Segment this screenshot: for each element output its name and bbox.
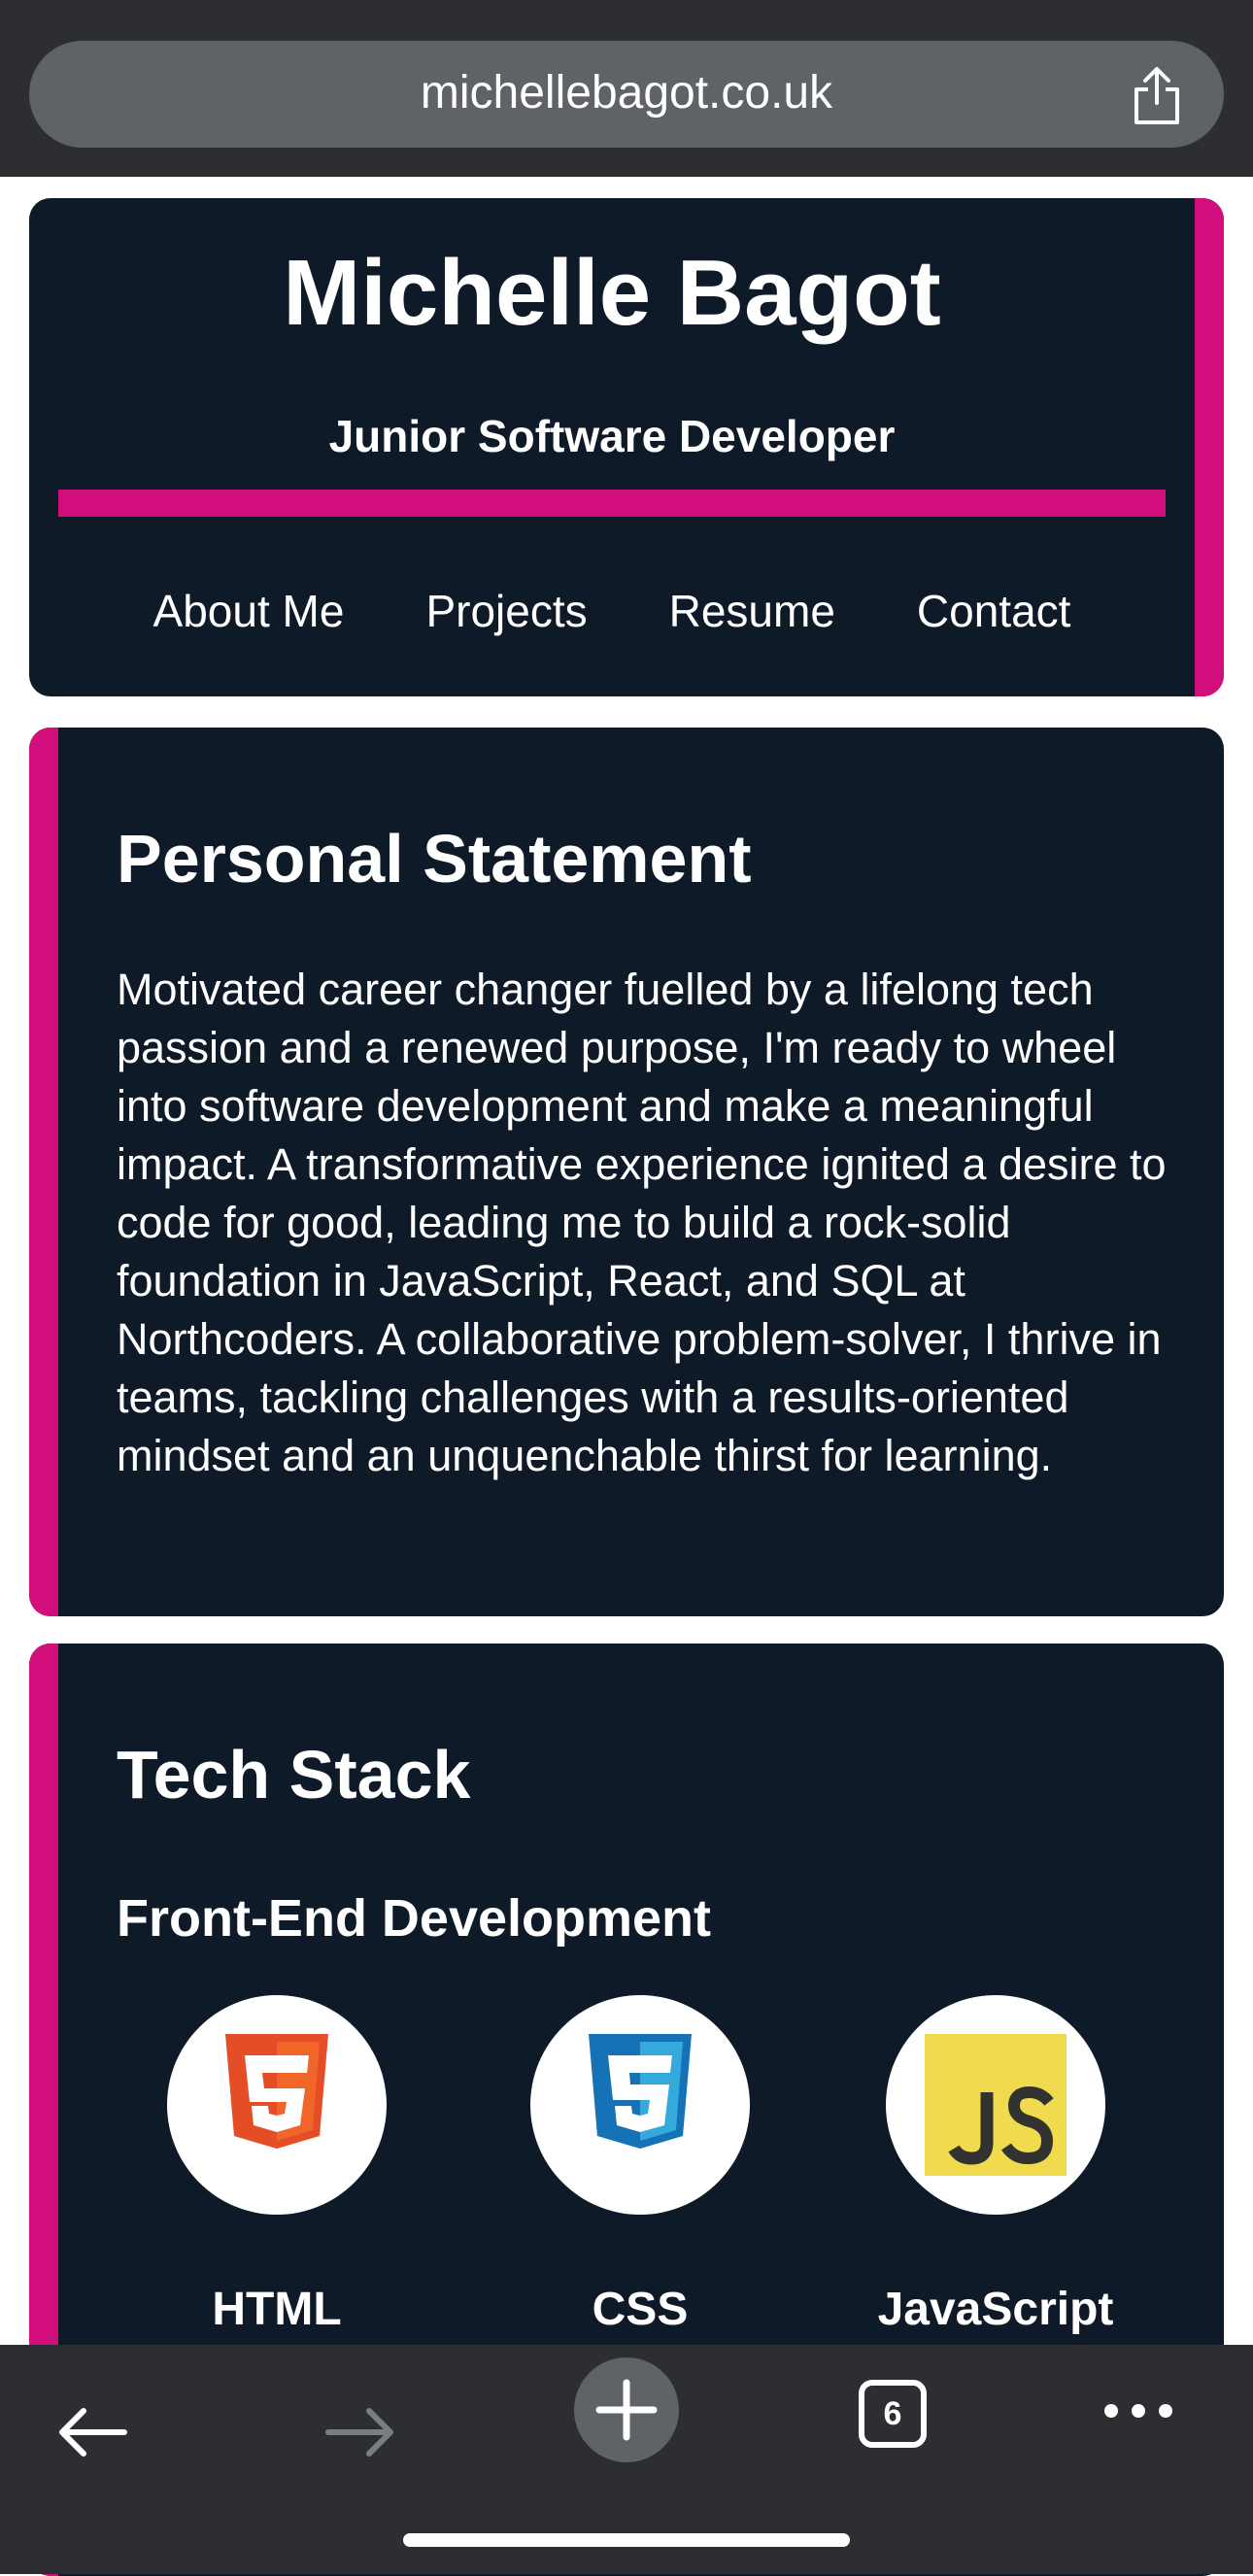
- url-text[interactable]: michellebagot.co.uk: [420, 67, 833, 119]
- tech-label: HTML: [212, 2284, 342, 2335]
- tab-count-button[interactable]: 6: [859, 2380, 927, 2448]
- tech-label: CSS: [592, 2284, 689, 2335]
- header-accent-bar: [1195, 198, 1224, 696]
- nav-projects[interactable]: Projects: [425, 586, 588, 636]
- nav-about-me[interactable]: About Me: [152, 586, 345, 636]
- tech-item-javascript: JavaScript: [850, 1995, 1141, 2336]
- statement-text: Motivated career changer fuelled by a li…: [117, 965, 1167, 1480]
- site-subtitle: Junior Software Developer: [328, 411, 896, 461]
- new-tab-icon[interactable]: [573, 2356, 680, 2463]
- tab-count: 6: [883, 2395, 902, 2432]
- frontend-heading: Front-End Development: [117, 1889, 712, 1948]
- header-divider: [58, 490, 1166, 517]
- nav-contact[interactable]: Contact: [916, 586, 1071, 636]
- tech-label: JavaScript: [877, 2284, 1114, 2335]
- home-indicator: [403, 2533, 850, 2547]
- back-arrow-icon[interactable]: [56, 2395, 130, 2469]
- nav-resume[interactable]: Resume: [668, 586, 835, 636]
- javascript-icon: [886, 1995, 1105, 2215]
- html5-icon: [167, 1995, 387, 2215]
- tech-item-css: CSS: [494, 1995, 786, 2336]
- site-header: Michelle Bagot Junior Software Developer…: [29, 198, 1224, 696]
- browser-top-bar: michellebagot.co.uk: [0, 0, 1253, 177]
- section-heading: Personal Statement: [117, 821, 752, 897]
- section-heading: Tech Stack: [117, 1737, 471, 1813]
- share-icon[interactable]: [1129, 66, 1185, 126]
- forward-arrow-icon[interactable]: [322, 2395, 396, 2469]
- tech-item-html: HTML: [131, 1995, 423, 2336]
- site-title: Michelle Bagot: [283, 241, 941, 345]
- personal-statement-section: Personal Statement Motivated career chan…: [29, 728, 1224, 1616]
- main-nav: About Me Projects Resume Contact: [29, 585, 1195, 637]
- section-accent-bar: [29, 728, 58, 1616]
- more-options-icon[interactable]: [1103, 2399, 1173, 2423]
- address-bar[interactable]: michellebagot.co.uk: [29, 41, 1224, 148]
- css3-icon: [530, 1995, 750, 2215]
